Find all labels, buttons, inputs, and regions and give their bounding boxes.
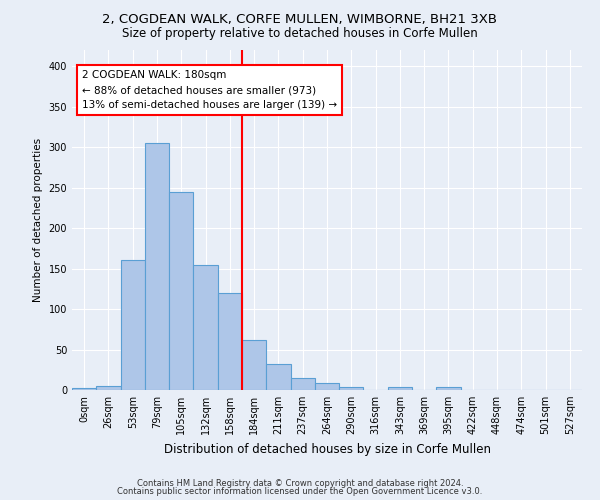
Bar (339, 387, 364, 390)
Bar (218, 293, 242, 390)
Bar (388, 387, 412, 390)
Bar (193, 264, 218, 390)
Bar (266, 364, 290, 390)
Text: Contains public sector information licensed under the Open Government Licence v3: Contains public sector information licen… (118, 487, 482, 496)
Bar (242, 340, 266, 390)
Bar (121, 260, 145, 390)
Bar (169, 192, 193, 390)
Text: 2, COGDEAN WALK, CORFE MULLEN, WIMBORNE, BH21 3XB: 2, COGDEAN WALK, CORFE MULLEN, WIMBORNE,… (103, 12, 497, 26)
Text: Size of property relative to detached houses in Corfe Mullen: Size of property relative to detached ho… (122, 28, 478, 40)
Bar (145, 143, 169, 390)
Text: 2 COGDEAN WALK: 180sqm
← 88% of detached houses are smaller (973)
13% of semi-de: 2 COGDEAN WALK: 180sqm ← 88% of detached… (82, 70, 337, 110)
X-axis label: Distribution of detached houses by size in Corfe Mullen: Distribution of detached houses by size … (163, 442, 491, 456)
Bar (96, 386, 121, 390)
Bar (315, 382, 339, 390)
Bar (436, 387, 461, 390)
Text: Contains HM Land Registry data © Crown copyright and database right 2024.: Contains HM Land Registry data © Crown c… (137, 478, 463, 488)
Bar (290, 378, 315, 390)
Bar (72, 388, 96, 390)
Y-axis label: Number of detached properties: Number of detached properties (33, 138, 43, 302)
